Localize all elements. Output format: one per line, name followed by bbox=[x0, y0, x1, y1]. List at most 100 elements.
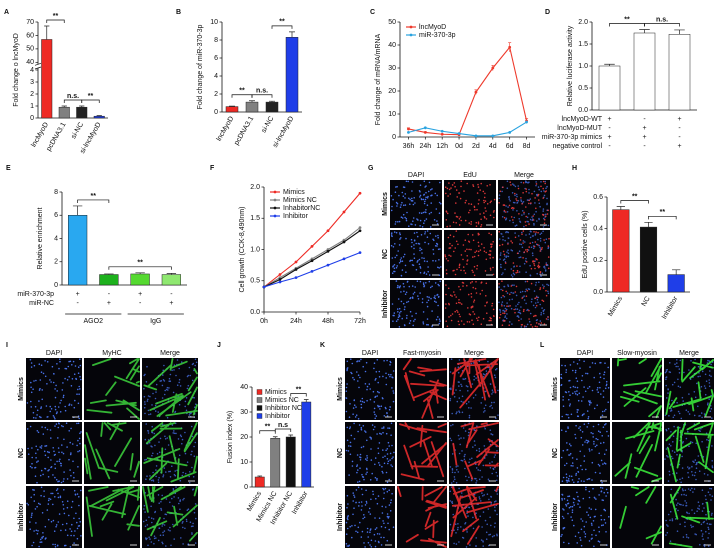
data-point bbox=[407, 127, 410, 131]
row-label: NC bbox=[552, 448, 559, 458]
cell-nuclei bbox=[26, 358, 82, 420]
bar bbox=[668, 34, 691, 111]
myotube bbox=[399, 422, 447, 481]
x-tick-label: 72h bbox=[354, 318, 366, 325]
y-axis-label: EdU positive cells (%) bbox=[582, 210, 589, 278]
table-cell: - bbox=[139, 300, 142, 307]
myotube bbox=[452, 422, 499, 480]
data-point bbox=[440, 132, 444, 136]
legend-label: Inhibitor NC bbox=[265, 405, 302, 412]
legend-label: Mimics bbox=[265, 389, 287, 396]
bar bbox=[639, 226, 658, 293]
table-cell: + bbox=[642, 125, 646, 132]
y-tick-label: 0.4 bbox=[593, 226, 603, 233]
y-tick-label: 1 bbox=[30, 103, 34, 110]
significance-label: n.s. bbox=[67, 93, 79, 100]
y-tick-label: 0 bbox=[54, 282, 58, 289]
micrograph bbox=[444, 230, 496, 278]
column-header: Merge bbox=[160, 350, 180, 357]
panel-letter: L bbox=[540, 342, 545, 349]
panel-letter: A bbox=[4, 9, 9, 16]
y-tick-label: 2 bbox=[54, 259, 58, 266]
significance-bracket bbox=[251, 94, 273, 98]
y-axis-label: Relative enrichment bbox=[37, 208, 44, 270]
data-point bbox=[278, 280, 282, 284]
y-tick-label: 70 bbox=[26, 19, 34, 26]
legend-label: Mimics NC bbox=[265, 397, 299, 404]
column-header: DAPI bbox=[408, 172, 424, 179]
legend-label: miR-370-3p bbox=[419, 32, 456, 39]
bar bbox=[285, 37, 299, 113]
bar bbox=[270, 438, 281, 488]
myotube bbox=[143, 422, 198, 483]
y-tick-label: 50 bbox=[388, 19, 396, 26]
cell-nuclei bbox=[26, 486, 82, 548]
y-tick-label: 6 bbox=[54, 212, 58, 219]
data-point bbox=[278, 273, 282, 276]
significance-bracket bbox=[644, 23, 680, 27]
row-label: NC bbox=[18, 448, 25, 458]
panel-letter: D bbox=[545, 9, 550, 16]
bar bbox=[99, 274, 119, 286]
data-point bbox=[326, 249, 330, 253]
micrograph bbox=[142, 486, 198, 548]
data-point bbox=[262, 285, 266, 289]
y-tick-label: 0 bbox=[244, 484, 248, 491]
x-tick-label: 0h bbox=[260, 318, 268, 325]
myotube bbox=[402, 358, 447, 419]
significance-bracket bbox=[620, 200, 649, 204]
table-cell: - bbox=[643, 116, 646, 123]
significance-label: ** bbox=[91, 193, 97, 200]
error-bar bbox=[166, 273, 177, 275]
data-point bbox=[294, 276, 298, 280]
error-bar bbox=[79, 105, 85, 108]
significance-label: ** bbox=[279, 19, 285, 26]
column-header: Merge bbox=[514, 172, 534, 179]
cell-nuclei bbox=[444, 180, 496, 228]
data-point bbox=[326, 263, 330, 267]
panel-letter: J bbox=[217, 342, 221, 349]
row-label: Mimics bbox=[382, 192, 389, 216]
y-tick-label: 20 bbox=[388, 88, 396, 95]
data-point bbox=[508, 45, 512, 49]
panel-letter: G bbox=[368, 165, 374, 172]
significance-bracket bbox=[648, 215, 677, 220]
myotube bbox=[451, 358, 499, 409]
micrograph bbox=[26, 422, 82, 484]
x-tick-label: NC bbox=[641, 295, 652, 307]
cell-nuclei bbox=[498, 230, 550, 274]
data-point bbox=[491, 134, 495, 138]
y-axis-label: Fold change of miR-370-3p bbox=[197, 24, 204, 109]
column-header: EdU bbox=[463, 172, 477, 179]
y-tick-label: 0 bbox=[30, 115, 34, 122]
cell-nuclei bbox=[345, 422, 395, 484]
bar bbox=[254, 476, 265, 488]
table-row-label: miR-NC bbox=[29, 300, 54, 307]
y-tick-label: 8 bbox=[214, 37, 218, 44]
bar bbox=[161, 274, 181, 286]
legend-label: InhabitorNC bbox=[283, 205, 320, 212]
table-row-label: lncMyoD-WT bbox=[562, 116, 603, 123]
panel-letter: C bbox=[370, 9, 375, 16]
table-cell: + bbox=[138, 291, 142, 298]
data-point bbox=[310, 244, 314, 248]
micrograph bbox=[560, 486, 610, 548]
significance-bracket bbox=[81, 99, 100, 103]
y-tick-label: 1.5 bbox=[250, 215, 260, 222]
column-header: Slow-myosin bbox=[617, 350, 657, 357]
legend-marker bbox=[273, 190, 277, 194]
error-bar bbox=[604, 63, 615, 66]
cell-nuclei bbox=[26, 422, 82, 484]
legend-swatch bbox=[256, 405, 263, 411]
micrograph bbox=[84, 486, 140, 548]
y-tick-label: 2 bbox=[30, 91, 34, 98]
column-header: Merge bbox=[679, 350, 699, 357]
table-cell: + bbox=[107, 300, 111, 307]
y-tick-label: 20 bbox=[240, 434, 248, 441]
error-bar bbox=[674, 29, 685, 35]
bar bbox=[612, 209, 630, 293]
data-point bbox=[342, 257, 346, 261]
significance-label: ** bbox=[88, 93, 94, 100]
panel-letter: I bbox=[6, 342, 8, 349]
data-point bbox=[525, 120, 528, 124]
